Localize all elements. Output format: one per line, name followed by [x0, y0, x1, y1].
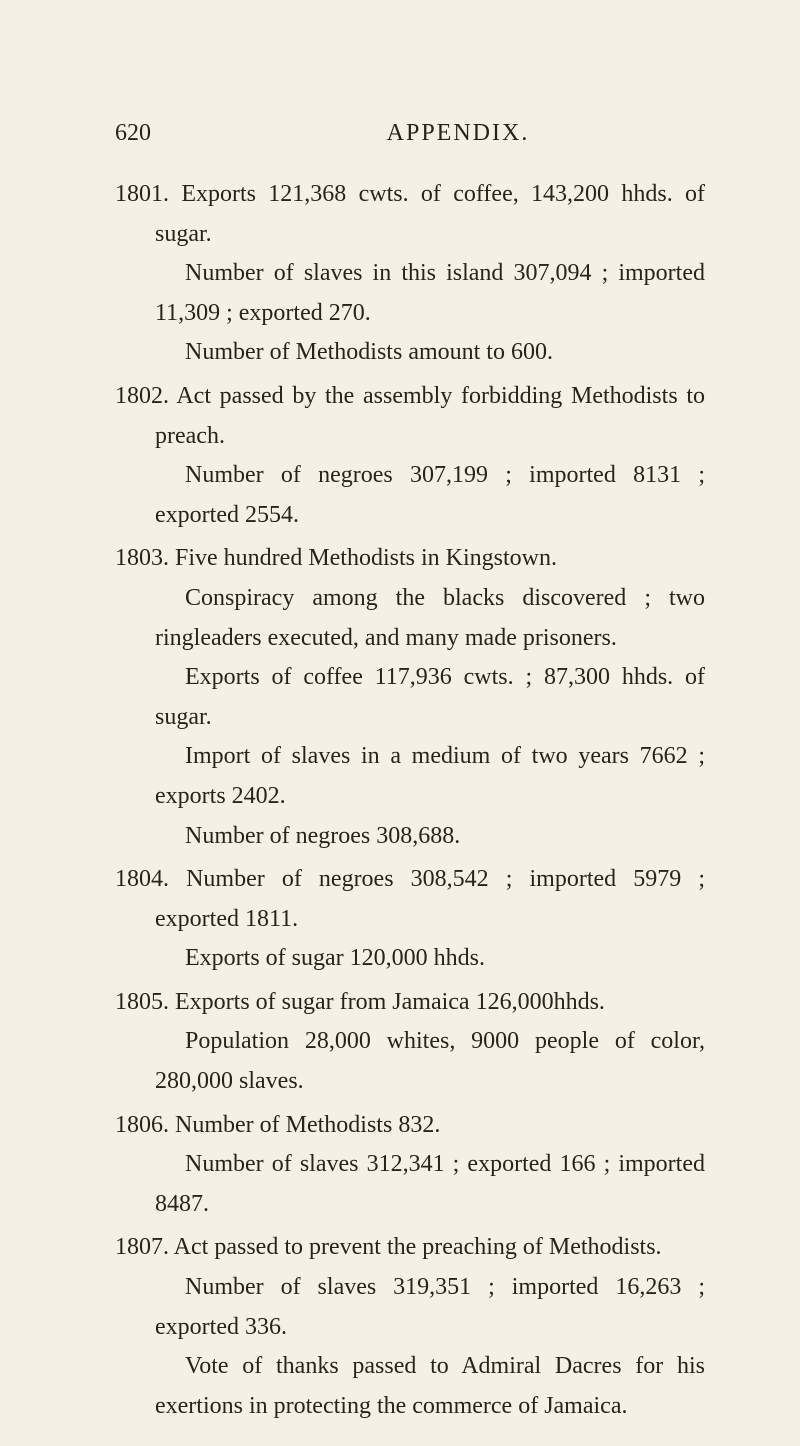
entry: 1806. Number of Methodists 832.Number of…	[115, 1106, 705, 1225]
year-line: 1802. Act passed by the assembly forbidd…	[115, 377, 705, 456]
sub-paragraph: Vote of thanks passed to Admiral Dacres …	[115, 1347, 705, 1426]
year-line: 1805. Exports of sugar from Jamaica 126,…	[115, 983, 705, 1023]
page-number: 620	[115, 120, 151, 147]
year-line: 1804. Number of negroes 308,542 ; import…	[115, 860, 705, 939]
sub-paragraph: Number of negroes 308,688.	[115, 817, 705, 857]
page-header: 620 APPENDIX.	[115, 120, 705, 147]
entry: 1807. Act passed to prevent the preachin…	[115, 1228, 705, 1426]
year-line: 1807. Act passed to prevent the preachin…	[115, 1228, 705, 1268]
sub-paragraph: Import of slaves in a medium of two year…	[115, 737, 705, 816]
page-title: APPENDIX.	[151, 120, 705, 147]
sub-paragraph: Number of slaves 312,341 ; exported 166 …	[115, 1145, 705, 1224]
sub-paragraph: Number of slaves in this island 307,094 …	[115, 254, 705, 333]
sub-paragraph: Exports of coffee 117,936 cwts. ; 87,300…	[115, 658, 705, 737]
entries-container: 1801. Exports 121,368 cwts. of coffee, 1…	[115, 175, 705, 1426]
sub-paragraph: Number of Methodists amount to 600.	[115, 333, 705, 373]
entry: 1804. Number of negroes 308,542 ; import…	[115, 860, 705, 979]
year-line: 1806. Number of Methodists 832.	[115, 1106, 705, 1146]
sub-paragraph: Number of negroes 307,199 ; imported 813…	[115, 456, 705, 535]
sub-paragraph: Number of slaves 319,351 ; imported 16,2…	[115, 1268, 705, 1347]
entry: 1801. Exports 121,368 cwts. of coffee, 1…	[115, 175, 705, 373]
year-line: 1803. Five hundred Methodists in Kingsto…	[115, 539, 705, 579]
entry: 1802. Act passed by the assembly forbidd…	[115, 377, 705, 535]
sub-paragraph: Conspiracy among the blacks discovered ;…	[115, 579, 705, 658]
sub-paragraph: Population 28,000 whites, 9000 people of…	[115, 1022, 705, 1101]
entry: 1803. Five hundred Methodists in Kingsto…	[115, 539, 705, 856]
sub-paragraph: Exports of sugar 120,000 hhds.	[115, 939, 705, 979]
year-line: 1801. Exports 121,368 cwts. of coffee, 1…	[115, 175, 705, 254]
entry: 1805. Exports of sugar from Jamaica 126,…	[115, 983, 705, 1102]
